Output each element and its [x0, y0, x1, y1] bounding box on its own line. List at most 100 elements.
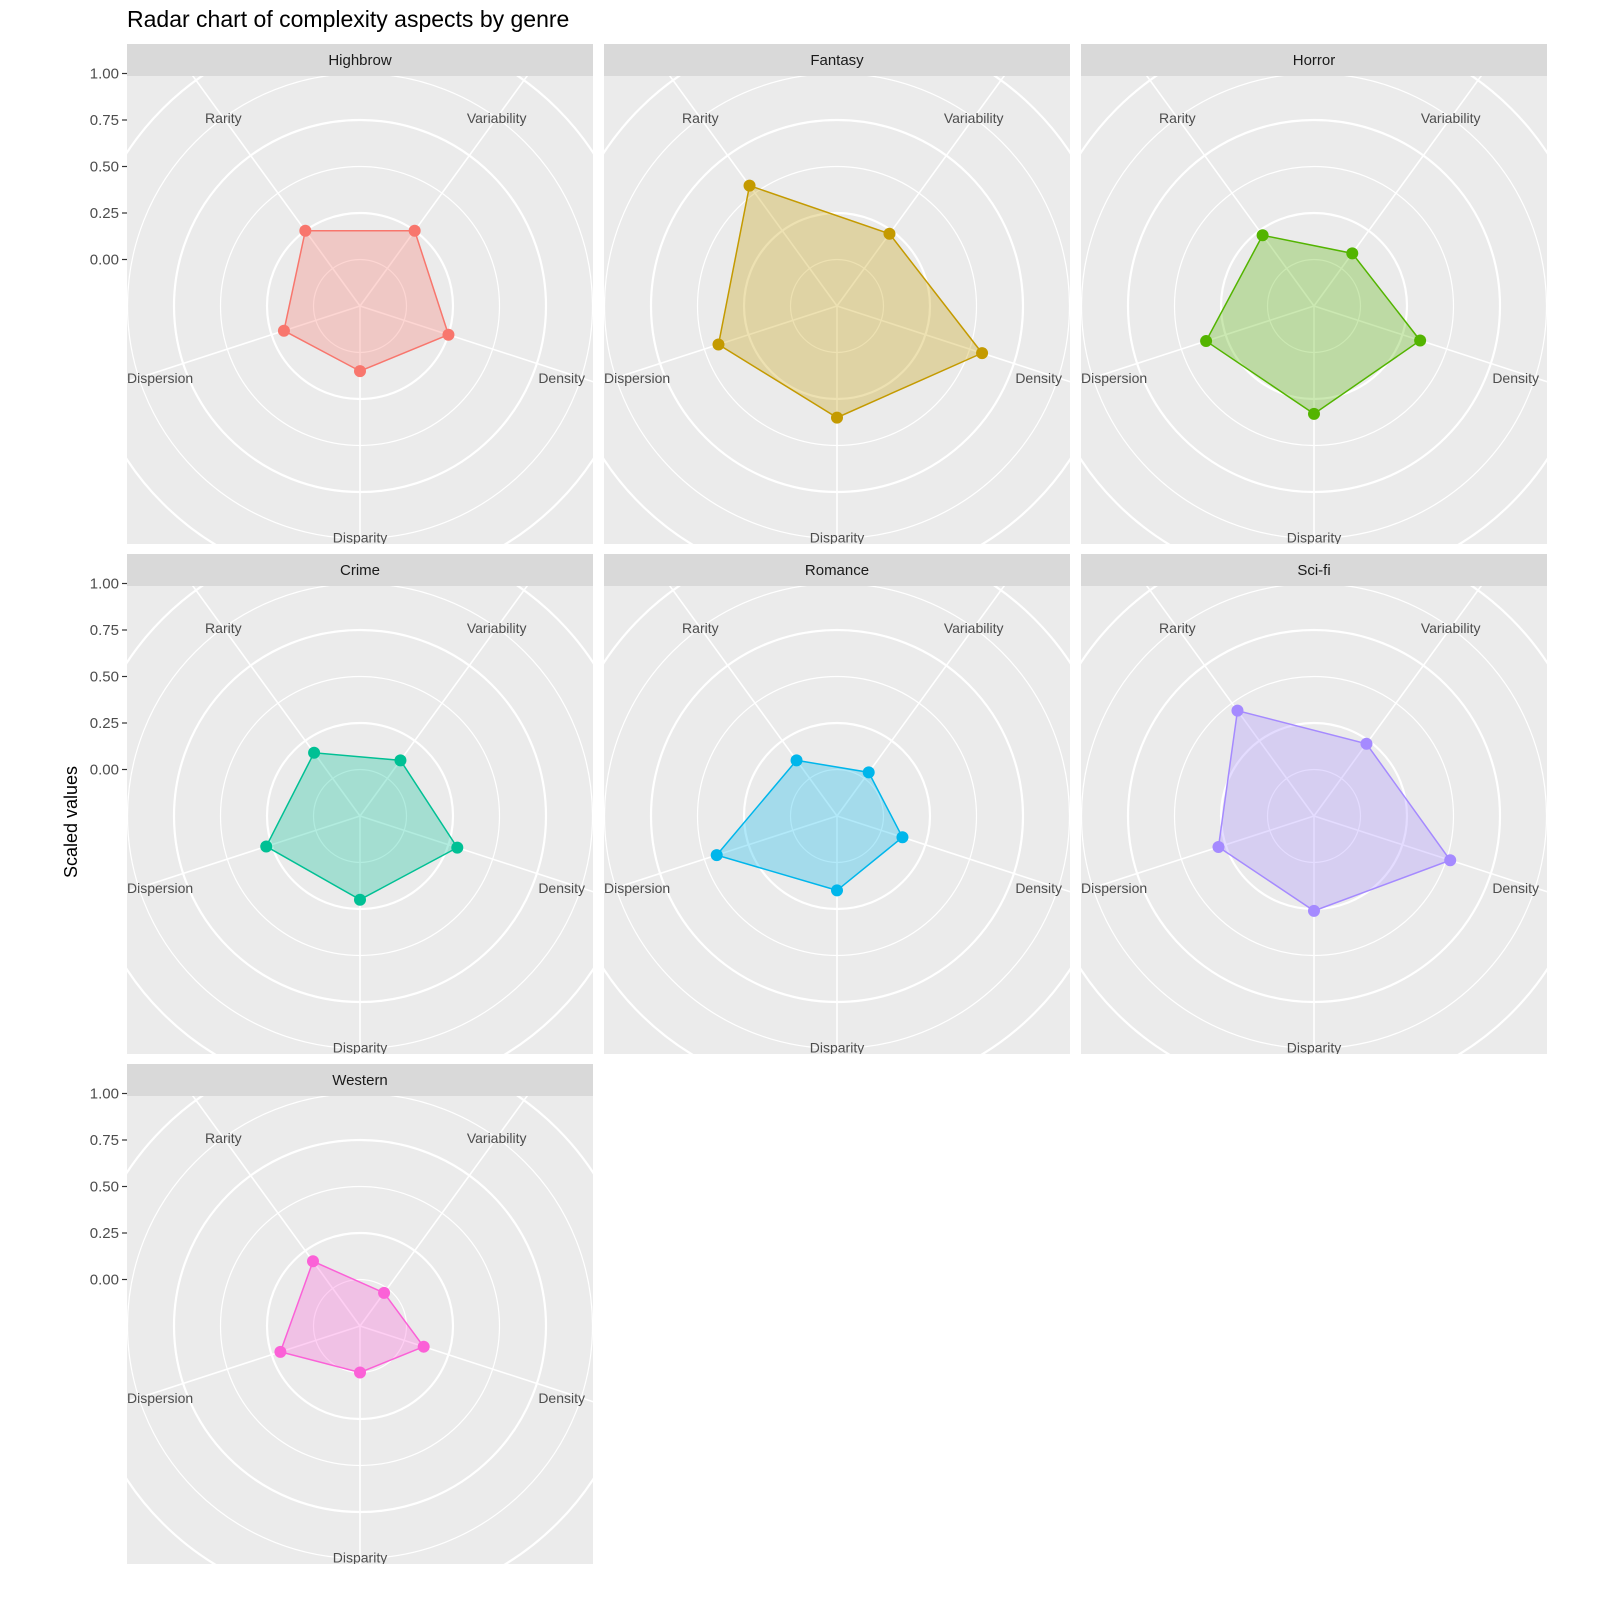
- data-point-rarity: [299, 224, 312, 237]
- radar-spoke: [1145, 586, 1315, 817]
- data-point-dispersion: [274, 1345, 287, 1358]
- radar-spoke: [359, 76, 529, 307]
- data-point-density: [1444, 854, 1457, 867]
- facet-panel-romance: Romance Variability Density Disparity Disper…: [604, 554, 1070, 1056]
- data-point-rarity: [790, 754, 803, 767]
- axis-label-variability: Variability: [1421, 620, 1481, 636]
- panel-plot-area: Variability Density Disparity Dispersion Rar…: [604, 586, 1070, 1056]
- facet-strip-label: Western: [332, 1072, 388, 1089]
- radar-spoke: [191, 1096, 361, 1327]
- y-tick-label: 0.25: [90, 1225, 119, 1242]
- radar-spoke: [1313, 305, 1547, 383]
- facet-strip: [1081, 44, 1547, 76]
- radar-spoke: [359, 1325, 593, 1403]
- axis-label-dispersion: Dispersion: [1081, 370, 1147, 386]
- radar-spoke: [127, 305, 361, 383]
- radar-spoke: [191, 586, 361, 817]
- series-area: [283, 230, 450, 372]
- data-point-rarity: [306, 1255, 319, 1268]
- facet-strip-label: Crime: [340, 562, 380, 579]
- facet-panel-sci-fi: Sci-fi Variability Density Disparity Dispers…: [1081, 554, 1547, 1056]
- data-point-dispersion: [1200, 335, 1213, 348]
- panel-plot-area: Variability Density Disparity Dispersion Rar…: [1081, 76, 1547, 546]
- axis-label-density: Density: [1492, 880, 1539, 896]
- facet-strip-label: Romance: [805, 562, 869, 579]
- data-point-density: [976, 347, 989, 360]
- panel-plot-area: Variability Density Disparity Dispersion Rar…: [1081, 586, 1547, 1056]
- y-tick-label: 0.75: [90, 112, 119, 129]
- data-point-disparity: [354, 365, 366, 378]
- y-tick-label: 0.75: [90, 622, 119, 639]
- axis-label-rarity: Rarity: [1159, 110, 1196, 126]
- y-tick-label: 0.25: [90, 205, 119, 222]
- data-point-variability: [1360, 737, 1373, 750]
- axis-label-density: Density: [538, 370, 585, 386]
- axis-label-dispersion: Dispersion: [1081, 880, 1147, 896]
- radar-spoke: [359, 815, 593, 893]
- data-point-disparity: [354, 893, 366, 906]
- radar-spoke: [604, 305, 838, 383]
- axis-label-rarity: Rarity: [682, 110, 719, 126]
- chart-title: Radar chart of complexity aspects by gen…: [127, 6, 570, 32]
- axis-label-rarity: Rarity: [205, 110, 242, 126]
- data-point-rarity: [743, 179, 756, 192]
- facet-strip-label: Highbrow: [328, 52, 392, 69]
- axis-label-dispersion: Dispersion: [604, 880, 670, 896]
- data-point-disparity: [1308, 904, 1320, 917]
- axis-label-variability: Variability: [467, 1130, 527, 1146]
- data-point-variability: [408, 224, 421, 237]
- data-point-rarity: [1256, 229, 1269, 242]
- panel-plot-area: Variability Density Disparity Dispersion Rar…: [127, 1096, 593, 1566]
- series-area: [1205, 234, 1422, 415]
- radar-spoke: [1313, 76, 1483, 307]
- y-tick-label: 0.25: [90, 715, 119, 732]
- data-point-rarity: [1231, 704, 1244, 717]
- series-area: [715, 759, 904, 892]
- data-point-variability: [862, 766, 875, 779]
- data-point-density: [1414, 334, 1427, 347]
- axis-label-density: Density: [1492, 370, 1539, 386]
- facet-strip-label: Sci-fi: [1297, 562, 1330, 579]
- facet-strip: [604, 44, 1070, 76]
- axis-label-dispersion: Dispersion: [127, 1390, 193, 1406]
- axis-label-variability: Variability: [467, 620, 527, 636]
- radar-spoke: [1145, 76, 1315, 307]
- radar-spoke: [836, 76, 1006, 307]
- axis-label-rarity: Rarity: [205, 1130, 242, 1146]
- facet-panel-fantasy: Fantasy Variability Density Disparity Disper…: [604, 44, 1070, 544]
- data-point-variability: [883, 227, 896, 240]
- axis-label-disparity: Disparity: [1287, 530, 1341, 546]
- y-tick-label: 0.00: [90, 252, 119, 269]
- facet-panel-western: Western Variability Density Disparity Disper…: [90, 1064, 593, 1566]
- axis-label-density: Density: [1015, 370, 1062, 386]
- y-tick-label: 0.00: [90, 1272, 119, 1289]
- facet-strip: [1081, 554, 1547, 586]
- facet-strip: [127, 1064, 593, 1096]
- axis-label-dispersion: Dispersion: [127, 370, 193, 386]
- series-area: [717, 184, 984, 419]
- y-tick-label: 0.75: [90, 1132, 119, 1149]
- axis-label-dispersion: Dispersion: [127, 880, 193, 896]
- radar-spoke: [359, 1096, 529, 1327]
- axis-label-density: Density: [538, 880, 585, 896]
- axis-label-disparity: Disparity: [810, 1040, 864, 1056]
- data-point-density: [451, 841, 464, 854]
- radar-spoke: [127, 815, 361, 893]
- axis-label-disparity: Disparity: [333, 1550, 387, 1566]
- data-point-dispersion: [277, 324, 290, 337]
- data-point-variability: [1346, 247, 1359, 260]
- axis-label-dispersion: Dispersion: [604, 370, 670, 386]
- y-tick-label: 0.50: [90, 1179, 119, 1196]
- axis-label-disparity: Disparity: [1287, 1040, 1341, 1056]
- series-area: [265, 752, 459, 901]
- y-tick-label: 0.50: [90, 669, 119, 686]
- data-point-density: [442, 328, 455, 341]
- facet-strip: [127, 554, 593, 586]
- panel-plot-area: Variability Density Disparity Dispersion Rar…: [127, 76, 593, 544]
- radar-spoke: [191, 76, 361, 307]
- axis-label-density: Density: [1015, 880, 1062, 896]
- data-point-density: [896, 831, 909, 844]
- axis-label-disparity: Disparity: [333, 1040, 387, 1056]
- series-area: [1217, 709, 1452, 912]
